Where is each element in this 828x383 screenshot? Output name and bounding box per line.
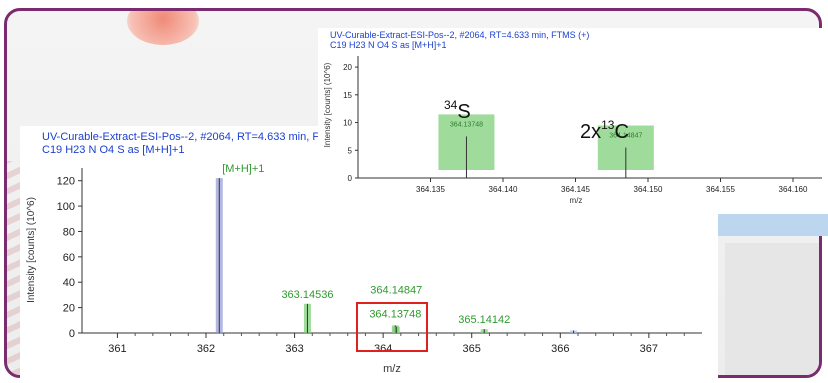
highlight-box	[356, 302, 428, 352]
inset-x-tick-label: 364.155	[706, 185, 735, 194]
main-x-tick-label: 361	[108, 343, 126, 355]
isotope-34s-base: S	[457, 101, 470, 123]
inset-y-tick-label: 10	[343, 119, 352, 128]
main-x-tick-label: 363	[285, 343, 303, 355]
inset-y-tick-label: 20	[343, 63, 352, 72]
inset-x-axis-label: m/z	[570, 196, 583, 205]
main-y-tick-label: 20	[63, 303, 75, 315]
isotope-label-34s: 34S	[444, 98, 471, 123]
inset-y-axis-label: Intensity [counts] (10^6)	[323, 62, 332, 147]
inset-chart-background	[318, 28, 828, 214]
main-y-tick-label: 0	[69, 328, 75, 340]
inset-y-tick-label: 5	[348, 146, 353, 155]
inset-x-tick-label: 364.150	[634, 185, 663, 194]
main-x-axis-label: m/z	[383, 363, 401, 375]
main-chart-title: UV-Curable-Extract-ESI-Pos--2, #2064, RT…	[42, 131, 359, 143]
main-x-tick-label: 364	[374, 343, 392, 355]
main-peak-label: 363.14536	[281, 289, 333, 301]
main-peak-label: [M+H]+1	[222, 163, 264, 175]
inset-x-tick-label: 364.160	[779, 185, 808, 194]
background-panel	[725, 243, 819, 375]
main-y-tick-label: 80	[63, 226, 75, 238]
inset-x-tick-label: 364.140	[489, 185, 518, 194]
main-x-tick-label: 365	[463, 343, 481, 355]
inset-x-tick-label: 364.145	[561, 185, 590, 194]
main-y-tick-label: 40	[63, 277, 75, 289]
isotope-13c-prefix: 2x	[580, 121, 601, 143]
main-chart-subtitle: C19 H23 N O4 S as [M+H]+1	[42, 144, 184, 156]
inset-y-tick-label: 15	[343, 91, 352, 100]
inset-peak-label: 364.13748	[450, 121, 483, 128]
inset-chart-title: UV-Curable-Extract-ESI-Pos--2, #2064, RT…	[330, 30, 589, 40]
main-peak-label: 365.14142	[458, 314, 510, 326]
inset-peak-label: 364.14847	[609, 133, 642, 140]
main-x-tick-label: 366	[551, 343, 569, 355]
inset-spectrum-chart: UV-Curable-Extract-ESI-Pos--2, #2064, RT…	[318, 28, 828, 214]
isotope-label-13c: 2x13C	[580, 118, 629, 143]
inset-y-tick-label: 0	[348, 174, 353, 183]
isotope-13c-base: C	[614, 121, 628, 143]
inset-x-tick-label: 364.135	[416, 185, 445, 194]
inset-chart-subtitle: C19 H23 N O4 S as [M+H]+1	[330, 40, 447, 50]
main-x-tick-label: 367	[640, 343, 658, 355]
main-y-tick-label: 120	[57, 176, 75, 188]
isotope-34s-superscript: 34	[444, 98, 458, 112]
main-y-axis-label: Intensity [counts] (10^6)	[26, 197, 37, 303]
main-x-tick-label: 362	[197, 343, 215, 355]
main-peak-label: 364.14847	[370, 284, 422, 296]
main-y-tick-label: 100	[57, 201, 75, 213]
isotope-13c-superscript: 13	[601, 118, 615, 132]
main-peak-label: 364.13748	[369, 308, 421, 320]
main-y-tick-label: 60	[63, 252, 75, 264]
